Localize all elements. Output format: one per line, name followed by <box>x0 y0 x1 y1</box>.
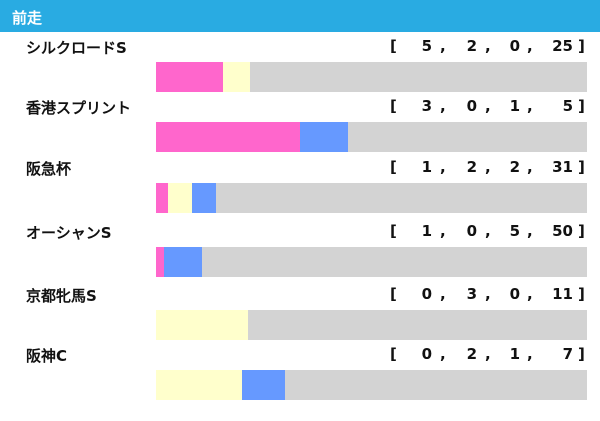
record-count: 3 <box>421 97 432 115</box>
race-row: シルクロードS [5, 2, 0, 25] <box>0 37 600 99</box>
record-open-bracket: [ <box>390 285 397 303</box>
record-close-bracket: ] <box>578 222 585 240</box>
record-separator: , <box>527 222 533 240</box>
record-close-bracket: ] <box>578 285 585 303</box>
record-open-bracket: [ <box>390 97 397 115</box>
record-open-bracket: [ <box>390 222 397 240</box>
record-close-bracket: ] <box>578 97 585 115</box>
bar-segment <box>191 183 216 213</box>
record-separator: , <box>485 222 491 240</box>
record-separator: , <box>440 222 446 240</box>
record-separator: , <box>440 285 446 303</box>
race-name: 阪急杯 <box>26 160 72 178</box>
record-close-bracket: ] <box>578 158 585 176</box>
record-open-bracket: [ <box>390 158 397 176</box>
bar-segment <box>299 122 348 152</box>
record-separator: , <box>527 37 533 55</box>
race-row: 阪急杯 [1, 2, 2, 31] <box>0 158 600 220</box>
record-count: 7 <box>562 345 573 363</box>
record-count: 1 <box>509 97 520 115</box>
record-count: 2 <box>466 158 477 176</box>
bar-segment <box>242 370 286 400</box>
record-count: 5 <box>562 97 573 115</box>
record-open-bracket: [ <box>390 37 397 55</box>
record-separator: , <box>527 285 533 303</box>
record-close-bracket: ] <box>578 37 585 55</box>
bar-segment <box>156 247 164 277</box>
record-count: 31 <box>552 158 573 176</box>
bar-segment <box>156 310 249 340</box>
race-row: 阪神C [0, 2, 1, 7] <box>0 345 600 407</box>
race-name: オーシャンS <box>26 224 112 242</box>
record-count: 50 <box>552 222 573 240</box>
bar-segment <box>156 122 300 152</box>
record-separator: , <box>440 97 446 115</box>
record-separator: , <box>440 158 446 176</box>
race-row: オーシャンS [1, 0, 5, 50] <box>0 222 600 284</box>
record-separator: , <box>527 97 533 115</box>
bar-segment <box>167 183 192 213</box>
bar-segment <box>156 62 224 92</box>
record-count: 1 <box>421 222 432 240</box>
race-name: 阪神C <box>26 347 68 365</box>
stacked-bar <box>156 122 587 152</box>
record-count: 1 <box>421 158 432 176</box>
bar-segment <box>156 183 168 213</box>
record-count: 0 <box>509 285 520 303</box>
bar-segment <box>223 62 251 92</box>
record-count: 3 <box>466 285 477 303</box>
record-separator: , <box>485 345 491 363</box>
record-count: 0 <box>466 222 477 240</box>
record-count: 0 <box>466 97 477 115</box>
race-name: シルクロードS <box>26 39 127 57</box>
race-row: 京都牝馬S [0, 3, 0, 11] <box>0 285 600 347</box>
record-count: 25 <box>552 37 573 55</box>
record-separator: , <box>485 37 491 55</box>
record-open-bracket: [ <box>390 345 397 363</box>
record-separator: , <box>485 285 491 303</box>
race-row: 香港スプリント [3, 0, 1, 5] <box>0 97 600 159</box>
stacked-bar <box>156 247 587 277</box>
race-name: 京都牝馬S <box>26 287 97 305</box>
race-name: 香港スプリント <box>26 99 132 117</box>
section-header: 前走 <box>0 0 600 32</box>
record-separator: , <box>485 97 491 115</box>
record-count: 5 <box>421 37 432 55</box>
record-count: 1 <box>509 345 520 363</box>
stacked-bar <box>156 310 587 340</box>
record-separator: , <box>527 158 533 176</box>
bar-segment <box>156 370 243 400</box>
stacked-bar <box>156 62 587 92</box>
record-count: 2 <box>509 158 520 176</box>
record-count: 5 <box>509 222 520 240</box>
section-title: 前走 <box>12 9 43 27</box>
record-count: 0 <box>421 285 432 303</box>
stacked-bar <box>156 370 587 400</box>
record-separator: , <box>440 345 446 363</box>
record-count: 0 <box>421 345 432 363</box>
bar-segment <box>163 247 203 277</box>
stacked-bar <box>156 183 587 213</box>
record-separator: , <box>485 158 491 176</box>
record-count: 2 <box>466 37 477 55</box>
record-count: 2 <box>466 345 477 363</box>
record-separator: , <box>527 345 533 363</box>
record-close-bracket: ] <box>578 345 585 363</box>
record-count: 11 <box>552 285 573 303</box>
record-separator: , <box>440 37 446 55</box>
record-count: 0 <box>509 37 520 55</box>
